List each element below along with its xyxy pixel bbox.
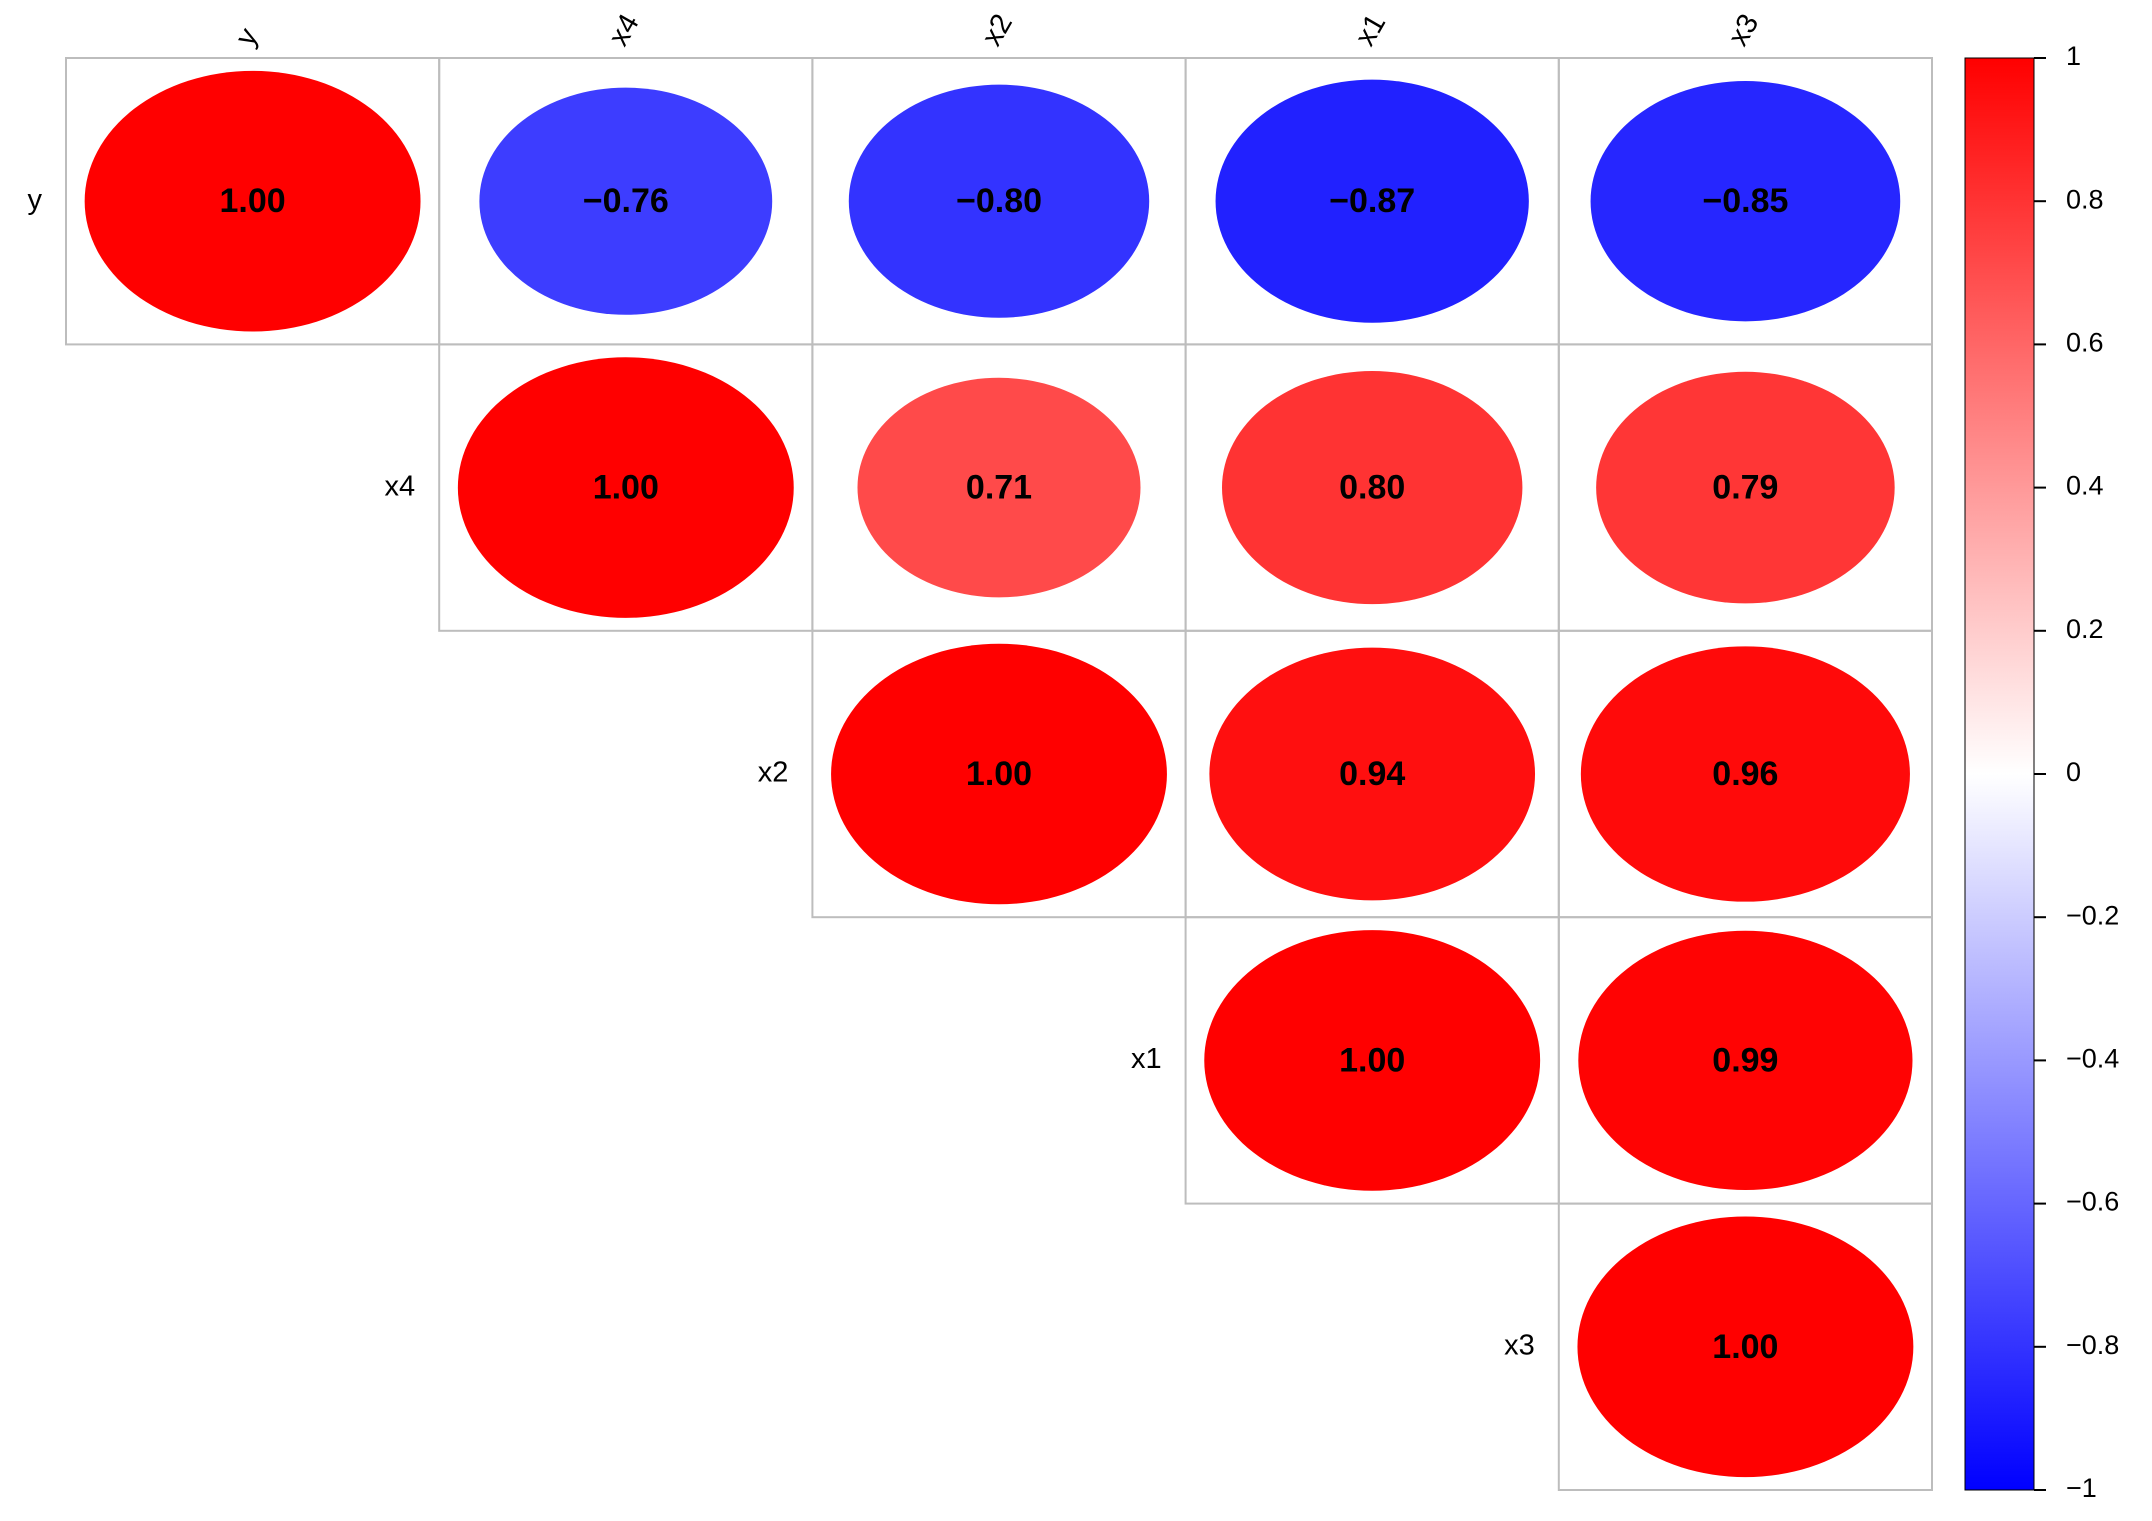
colorbar-tick-label: −0.2 (2066, 900, 2119, 930)
column-label: y (230, 22, 265, 51)
correlation-ellipse (479, 87, 773, 315)
value-label: −0.85 (1702, 182, 1788, 220)
correlation-ellipse (1577, 1216, 1914, 1478)
colorbar-tick-label: −0.8 (2066, 1330, 2119, 1360)
value-label: 0.94 (1339, 755, 1405, 793)
value-label: 0.99 (1712, 1041, 1778, 1079)
row-label: x3 (1504, 1329, 1535, 1361)
value-label: 1.00 (966, 755, 1032, 793)
correlation-ellipse (848, 84, 1150, 318)
colorbar-tick-label: −0.6 (2066, 1187, 2119, 1217)
cell-border (1557, 1202, 1934, 1491)
row-label: x2 (758, 757, 789, 789)
colorbar-tick-label: −0.4 (2066, 1044, 2119, 1074)
colorbar-tick-label: −1 (2066, 1473, 2097, 1503)
colorbar-tick-label: 0.2 (2066, 614, 2104, 644)
colorbar-tick-label: 1 (2066, 41, 2081, 71)
column-label: x1 (1349, 9, 1392, 52)
correlation-ellipse (84, 70, 421, 332)
color-bar (1964, 57, 2035, 1491)
row-label: y (28, 184, 43, 216)
column-label: x4 (603, 9, 646, 52)
value-label: 1.00 (593, 469, 659, 507)
row-label: x4 (385, 470, 416, 502)
correlation-ellipse (1209, 647, 1536, 901)
correlation-ellipse (857, 377, 1141, 598)
value-label: 1.00 (220, 182, 286, 220)
value-label: 1.00 (1339, 1041, 1405, 1079)
column-label: x2 (976, 9, 1019, 52)
value-label: 0.79 (1712, 469, 1778, 507)
colorbar-tick-label: 0 (2066, 757, 2081, 787)
correlation-ellipse (457, 357, 794, 618)
correlation-ellipse (1215, 79, 1529, 323)
colorbar-tick-label: 0.4 (2066, 471, 2104, 501)
correlation-ellipse (1590, 81, 1901, 322)
correlation-ellipse (1580, 646, 1910, 902)
correlation-ellipse (1578, 930, 1913, 1191)
correlation-ellipse (1596, 371, 1895, 604)
correlation-ellipse (1221, 371, 1523, 605)
value-label: −0.80 (956, 182, 1042, 220)
value-label: 1.00 (1712, 1328, 1778, 1366)
value-label: −0.87 (1329, 182, 1415, 220)
column-label: x3 (1722, 9, 1765, 52)
colorbar-tick-label: 0.6 (2066, 328, 2104, 358)
value-label: 0.96 (1712, 755, 1778, 793)
row-label: x1 (1131, 1043, 1162, 1075)
correlation-ellipse (1204, 930, 1541, 1191)
value-label: 0.80 (1339, 469, 1405, 507)
correlation-ellipse (831, 643, 1167, 905)
colorbar-tick-label: 0.8 (2066, 184, 2104, 214)
value-label: 0.71 (966, 469, 1032, 507)
value-label: −0.76 (583, 182, 669, 220)
